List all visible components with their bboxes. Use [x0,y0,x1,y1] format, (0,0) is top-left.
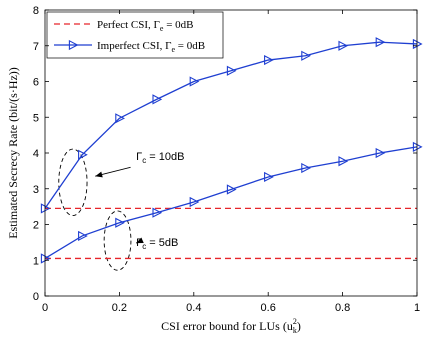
x-tick-label: 0.8 [335,302,350,314]
series-marker [152,94,163,105]
series-marker [375,37,386,48]
legend-marker [68,39,79,51]
series-marker [338,156,349,167]
y-tick-label: 4 [33,148,39,160]
legend-label: Imperfect CSI, Γe = 0dB [97,40,205,54]
series-marker [338,40,349,51]
series-marker [375,147,386,159]
series-marker [78,149,88,160]
x-tick-label: 1 [414,302,420,314]
legend-label: Perfect CSI, Γe = 0dB [97,19,193,33]
y-tick-label: 6 [33,77,39,89]
series-layer [40,37,423,264]
x-axis-title: CSI error bound for LUs (uk2) [161,317,301,335]
annotation-label: Γc = 5dB [136,237,178,251]
y-tick-label: 1 [33,255,39,267]
y-tick-label: 7 [33,41,39,53]
series-marker [115,217,125,228]
series-marker [78,230,88,242]
annotation-arrowhead [95,171,103,178]
series-marker [301,162,311,174]
x-tick-label: 0 [42,302,48,314]
series-line [44,41,418,209]
series-marker [226,65,237,76]
y-tick-label: 5 [33,112,39,124]
y-tick-label: 8 [33,5,39,17]
series-marker [264,54,274,66]
axes: 0 1 2 3 4 5 6 7 8 0 0.2 0.4 0.6 0.8 1 CSI error bound f… [6,5,420,335]
legend-box [46,11,224,59]
series-marker [226,184,237,195]
legend: Perfect CSI, Γe = 0dB Imperfect CSI, Γe =… [46,11,224,59]
x-tick-label: 0.2 [112,302,127,314]
y-tick-label: 3 [33,184,39,196]
series-marker [301,50,311,61]
series-marker [115,113,125,124]
series-line [44,146,418,260]
annotation-ellipse [103,210,132,271]
y-tick-label: 0 [33,291,39,303]
annotation-ellipse [58,148,88,217]
x-tick-label: 0.4 [186,302,201,314]
x-tick-label: 0.6 [261,302,276,314]
series-marker [264,171,274,183]
series-marker [189,76,200,87]
annotation-arrowhead [136,237,144,244]
series-marker [152,207,163,218]
y-tick-label: 2 [33,220,39,232]
series-marker [189,196,200,208]
y-axis-title: Estimated Secrecy Rate (bit/(s·Hz)) [6,67,20,239]
annotation-label: Γc = 10dB [136,151,184,165]
annotations: Γc = 10dB Γc = 5dB [58,148,184,271]
